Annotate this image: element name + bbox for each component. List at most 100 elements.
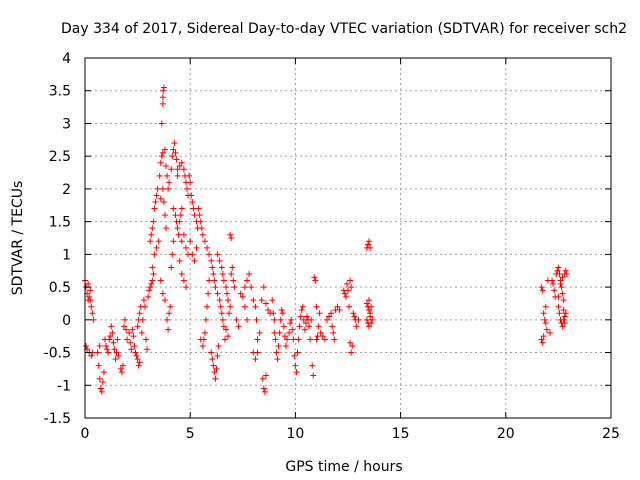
data-point [146,287,153,294]
data-point [215,343,222,349]
data-point [196,212,203,219]
data-point [130,333,137,340]
x-tick-label: 15 [392,426,410,442]
data-point [312,277,319,284]
data-point [169,153,176,160]
data-point [178,271,185,277]
y-tick-label: 2.5 [49,149,71,165]
data-point [562,267,569,274]
data-point [119,362,126,369]
data-point [164,316,171,323]
data-point [287,320,294,327]
data-point [211,369,218,376]
data-point [103,343,110,349]
data-point [140,297,147,304]
data-point [343,280,350,287]
data-point [155,238,162,245]
data-point [542,303,549,310]
data-point [250,297,257,304]
data-point [136,359,143,366]
data-point [313,336,320,343]
data-point [292,362,299,369]
data-point [368,320,375,327]
data-point [254,349,261,356]
data-point [346,303,353,310]
data-point [560,316,567,323]
data-point [177,212,184,219]
data-point [225,297,232,304]
data-point [225,333,232,340]
data-point [97,385,104,392]
data-point [112,356,119,363]
data-point [148,280,155,287]
data-point [111,346,118,353]
data-point [349,343,356,349]
data-point [105,349,112,356]
data-point [132,349,139,356]
data-point [555,293,562,300]
data-point [136,310,143,317]
data-point [279,310,286,317]
data-point [96,343,103,349]
data-point [154,185,161,192]
data-points [82,84,570,395]
data-point [180,277,187,284]
data-point [145,293,152,300]
data-point [345,287,351,294]
data-point [301,326,308,333]
data-point [120,323,127,330]
data-point [165,326,172,333]
data-point [367,244,374,251]
data-point [158,153,165,160]
data-point [541,316,548,323]
y-tick-label: 3 [62,116,71,132]
data-point [217,303,224,310]
data-point [369,316,376,323]
data-point [226,310,233,317]
data-point [126,329,133,336]
data-point [562,310,569,317]
data-point [331,336,338,343]
data-point [143,336,150,343]
data-point [326,313,333,320]
data-point [556,310,563,317]
data-point [151,205,158,212]
data-point [189,251,196,258]
data-point [170,205,177,212]
data-point [368,303,375,310]
data-point [233,316,240,323]
data-point [158,120,165,127]
data-point [218,310,225,317]
data-point [159,290,166,297]
data-point [315,323,322,330]
data-point [237,290,244,297]
data-point [252,303,259,310]
data-point [546,329,553,336]
data-point [307,336,314,343]
data-point [148,231,155,238]
data-point [98,388,105,395]
data-point [334,303,341,310]
data-point [96,375,103,382]
x-tick-label: 5 [186,426,195,442]
data-point [199,343,206,349]
data-point [160,84,167,91]
data-point [261,388,268,395]
data-point [199,231,206,238]
data-point [222,326,229,333]
data-point [160,87,167,94]
data-point [99,379,106,385]
data-point [170,238,177,245]
data-point [147,238,154,245]
data-point [210,271,217,277]
x-tick-labels: 0 5 10 15 20 25 [81,426,620,442]
data-point [323,316,330,323]
data-point [107,333,114,340]
data-point [159,100,166,107]
data-point [212,284,219,291]
y-axis-title: SDTVAR / TECUs [10,181,26,296]
data-point [363,300,370,307]
data-point [288,316,295,323]
data-point [244,277,251,284]
data-point [274,356,281,363]
